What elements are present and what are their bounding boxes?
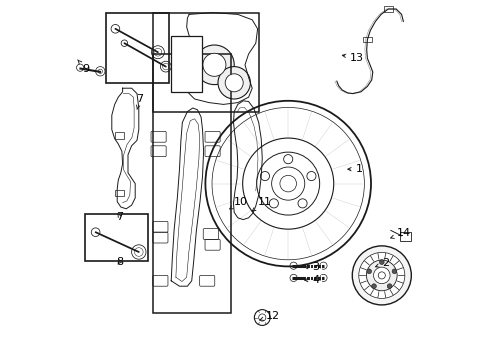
Bar — [363, 37, 372, 42]
Text: 3: 3 — [305, 262, 319, 272]
Circle shape — [96, 67, 105, 76]
Text: 14: 14 — [391, 228, 411, 238]
Circle shape — [320, 262, 327, 269]
Text: 9: 9 — [78, 60, 89, 74]
Circle shape — [218, 67, 250, 99]
Bar — [85, 214, 148, 261]
Circle shape — [76, 64, 84, 71]
Bar — [384, 6, 392, 12]
Bar — [400, 232, 411, 241]
Circle shape — [160, 61, 171, 72]
Circle shape — [392, 269, 397, 274]
Circle shape — [371, 284, 376, 288]
Circle shape — [151, 46, 164, 59]
Bar — [115, 190, 123, 196]
Circle shape — [387, 284, 392, 288]
Text: 13: 13 — [343, 53, 364, 63]
Text: 10: 10 — [230, 197, 247, 209]
Circle shape — [379, 260, 384, 265]
Text: 11: 11 — [252, 197, 271, 211]
Circle shape — [132, 245, 146, 259]
Bar — [171, 36, 202, 92]
Text: 7: 7 — [116, 212, 123, 222]
Circle shape — [195, 45, 234, 85]
Circle shape — [359, 252, 405, 298]
Circle shape — [290, 274, 297, 282]
Text: 7: 7 — [136, 94, 144, 109]
Circle shape — [111, 24, 120, 33]
Text: 5: 5 — [182, 56, 192, 66]
Circle shape — [91, 228, 100, 237]
Circle shape — [121, 40, 127, 46]
Circle shape — [178, 44, 195, 59]
Circle shape — [373, 267, 390, 284]
Text: 2: 2 — [375, 258, 390, 268]
Circle shape — [225, 74, 243, 92]
Circle shape — [254, 310, 270, 325]
Circle shape — [203, 53, 226, 76]
Circle shape — [352, 246, 411, 305]
Bar — [115, 132, 123, 139]
Bar — [106, 13, 170, 83]
Bar — [153, 13, 259, 112]
Circle shape — [290, 262, 297, 269]
Text: 1: 1 — [348, 164, 363, 174]
Text: 8: 8 — [116, 257, 123, 267]
Circle shape — [320, 274, 327, 282]
Text: 12: 12 — [260, 311, 280, 321]
Circle shape — [367, 269, 371, 274]
Text: 4: 4 — [305, 275, 320, 285]
Circle shape — [180, 71, 193, 84]
Bar — [153, 54, 231, 313]
Text: 6: 6 — [177, 48, 184, 66]
Circle shape — [367, 260, 397, 291]
